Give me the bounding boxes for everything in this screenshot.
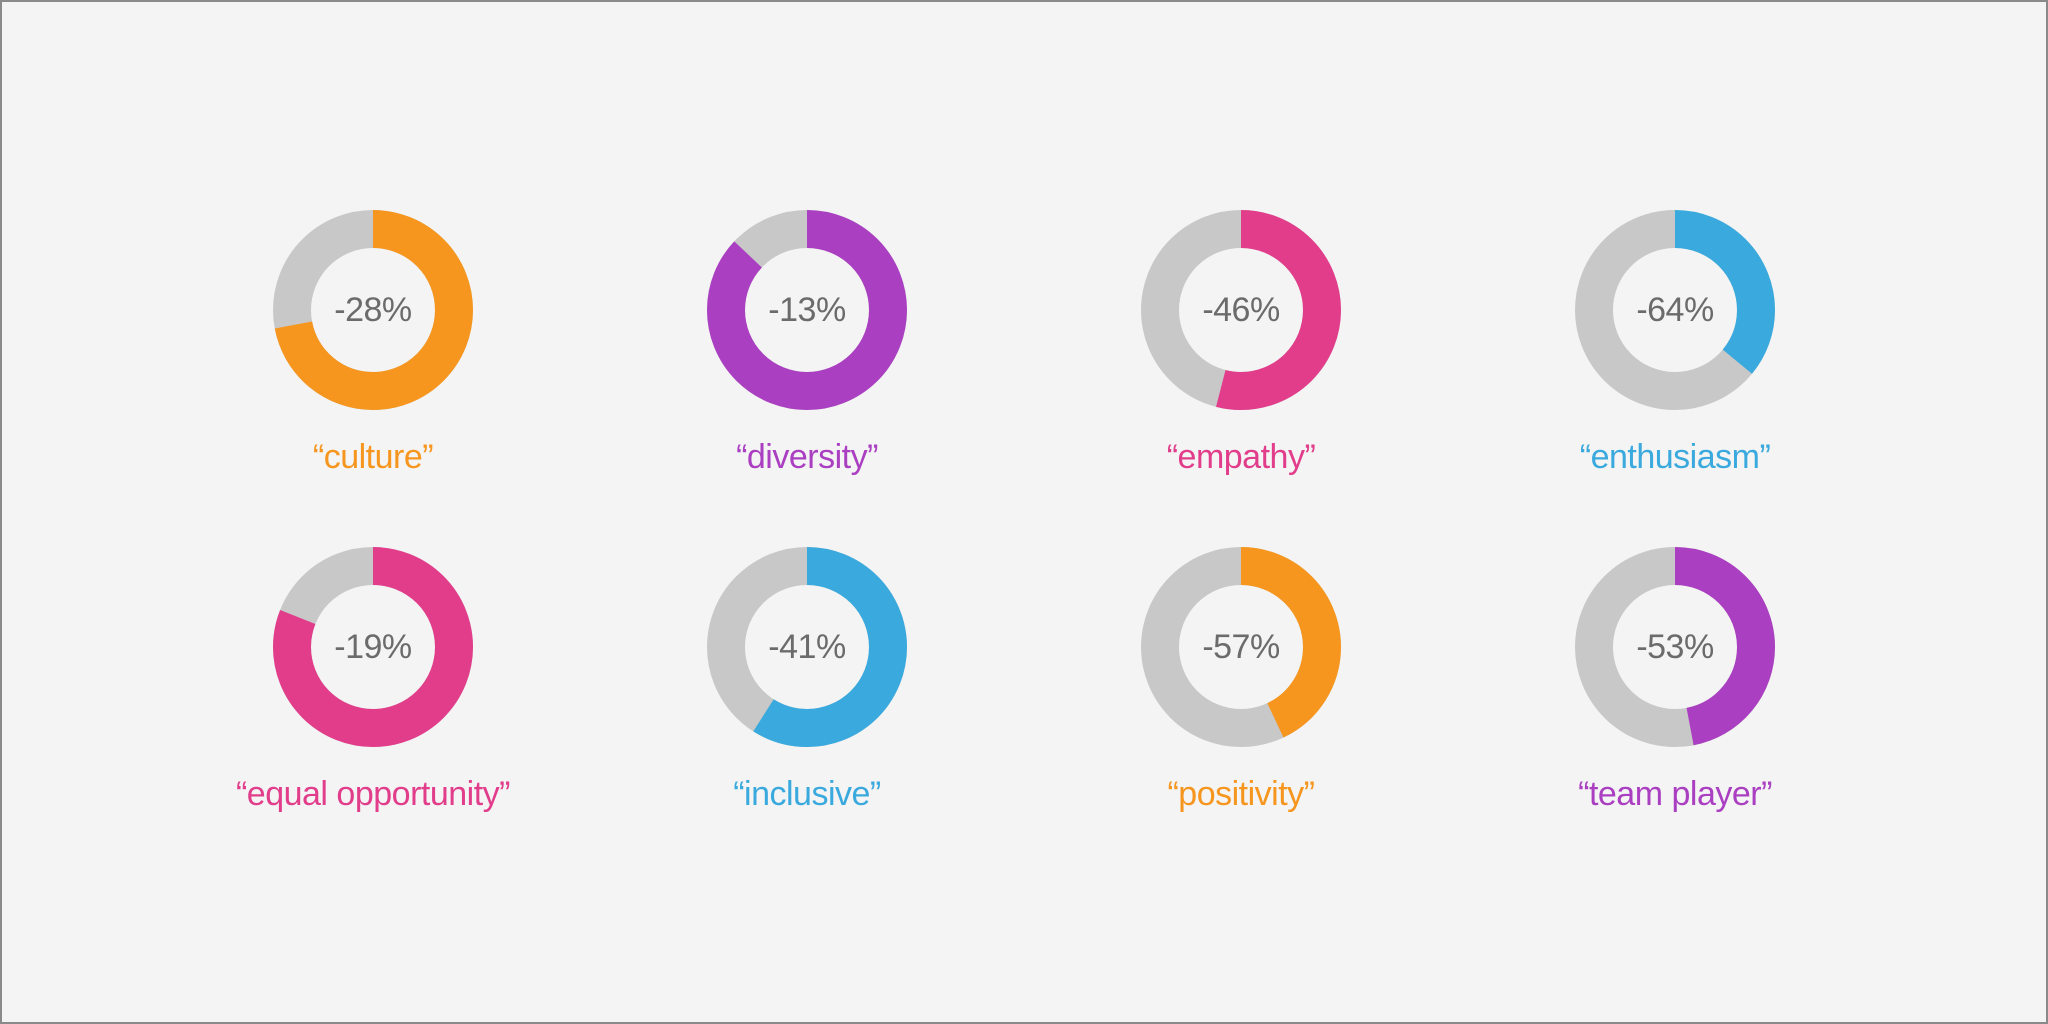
donut-caption: “equal opportunity”	[236, 775, 510, 814]
donut-caption: “team player”	[1578, 775, 1772, 814]
donut-center-value: -64%	[1575, 210, 1775, 410]
donut-center-value: -13%	[707, 210, 907, 410]
donut-cell-empathy: -46% “empathy”	[1104, 210, 1378, 477]
donut-cell-diversity: -13% “diversity”	[670, 210, 944, 477]
donut-team-player: -53%	[1575, 547, 1775, 747]
donut-inclusive: -41%	[707, 547, 907, 747]
donut-cell-inclusive: -41% “inclusive”	[670, 547, 944, 814]
donut-caption: “positivity”	[1167, 775, 1314, 814]
donut-caption: “culture”	[313, 438, 433, 477]
donut-center-value: -41%	[707, 547, 907, 747]
donut-center-value: -28%	[273, 210, 473, 410]
donut-culture: -28%	[273, 210, 473, 410]
donut-positivity: -57%	[1141, 547, 1341, 747]
donut-cell-culture: -28% “culture”	[236, 210, 510, 477]
donut-empathy: -46%	[1141, 210, 1341, 410]
chart-canvas: -28% “culture” -13% “diversity” -46% “em…	[0, 0, 2048, 1024]
donut-grid: -28% “culture” -13% “diversity” -46% “em…	[236, 210, 1812, 814]
donut-caption: “inclusive”	[733, 775, 881, 814]
donut-center-value: -46%	[1141, 210, 1341, 410]
donut-caption: “enthusiasm”	[1580, 438, 1771, 477]
donut-cell-team-player: -53% “team player”	[1538, 547, 1812, 814]
donut-caption: “empathy”	[1167, 438, 1316, 477]
donut-diversity: -13%	[707, 210, 907, 410]
donut-center-value: -19%	[273, 547, 473, 747]
donut-cell-enthusiasm: -64% “enthusiasm”	[1538, 210, 1812, 477]
donut-center-value: -57%	[1141, 547, 1341, 747]
donut-cell-equal-opportunity: -19% “equal opportunity”	[236, 547, 510, 814]
donut-enthusiasm: -64%	[1575, 210, 1775, 410]
donut-caption: “diversity”	[736, 438, 878, 477]
donut-equal-opportunity: -19%	[273, 547, 473, 747]
donut-cell-positivity: -57% “positivity”	[1104, 547, 1378, 814]
donut-center-value: -53%	[1575, 547, 1775, 747]
